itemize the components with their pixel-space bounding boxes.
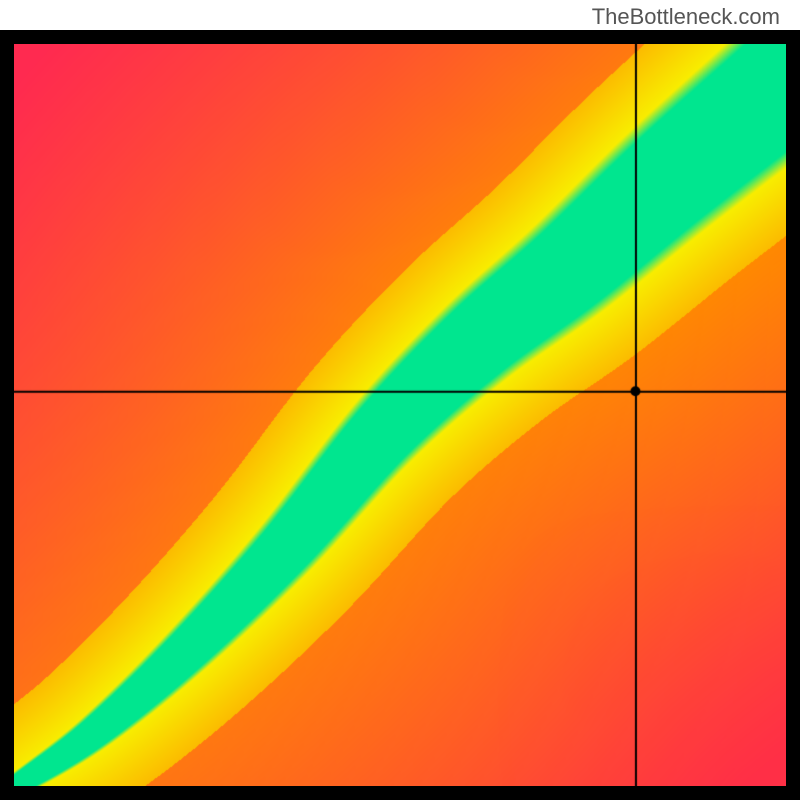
- watermark-text: TheBottleneck.com: [592, 4, 780, 30]
- chart-frame: [0, 30, 800, 800]
- chart-container: TheBottleneck.com: [0, 0, 800, 800]
- heatmap-canvas: [14, 44, 786, 786]
- plot-area: [14, 44, 786, 786]
